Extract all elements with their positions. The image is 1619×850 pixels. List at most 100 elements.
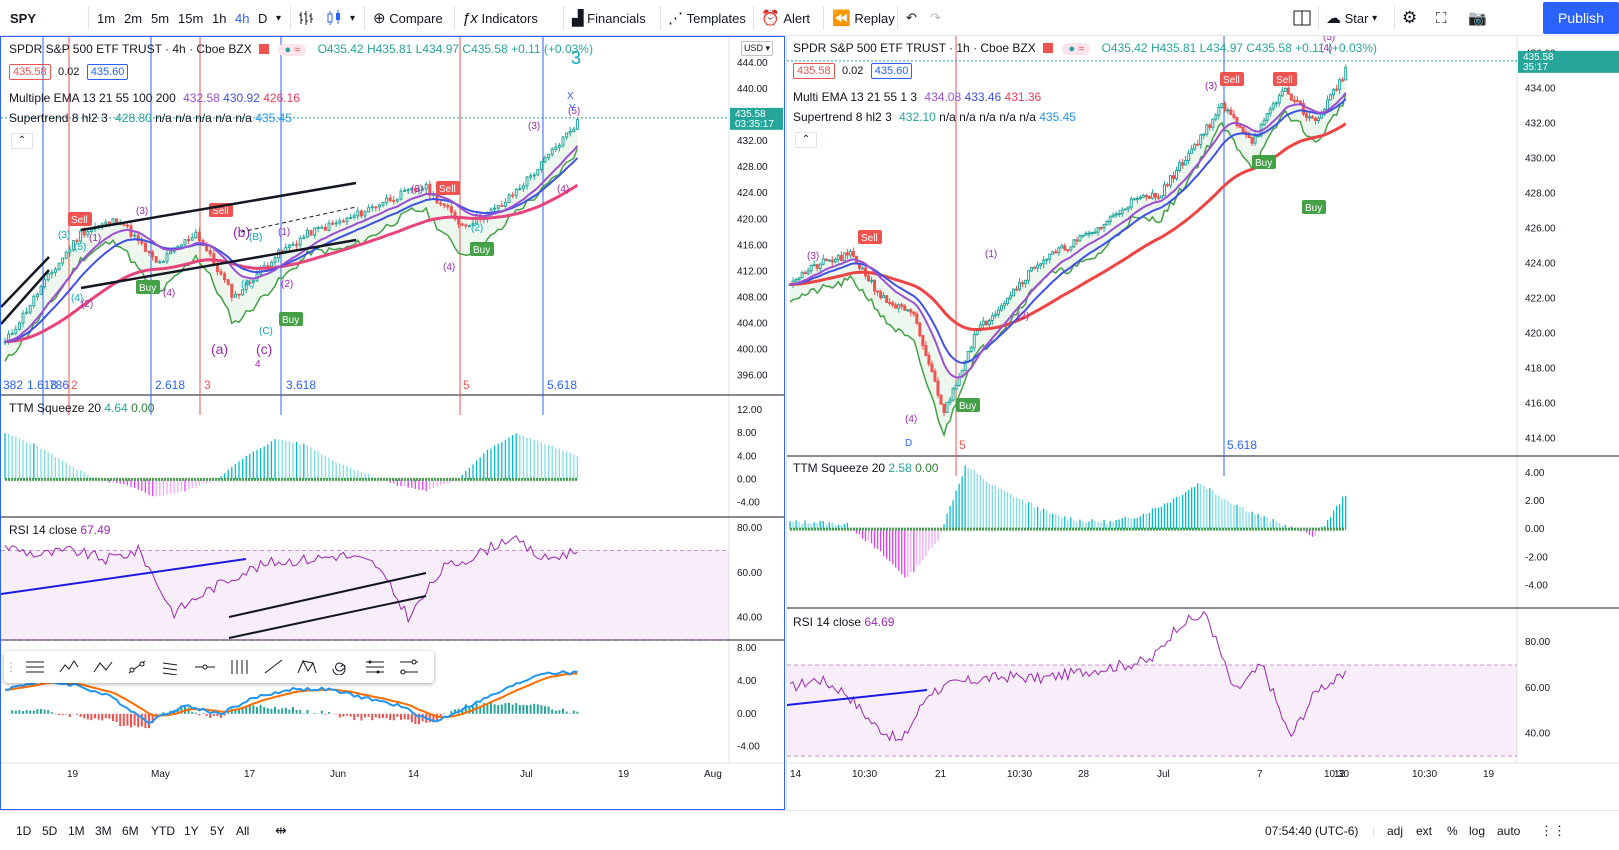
spiral-icon[interactable] [324, 651, 358, 683]
interval-dropdown-icon[interactable]: ▾ [276, 12, 282, 24]
log-toggle[interactable]: log [1469, 823, 1486, 838]
ext-toggle[interactable]: ext [1416, 823, 1433, 838]
date-label: 10:30 [1412, 769, 1437, 780]
indicator-tick: 60.00 [737, 568, 762, 579]
range-ytd[interactable]: YTD [151, 823, 175, 838]
price-tick: 414.00 [1525, 434, 1556, 445]
collapse-legend-icon[interactable]: ⌃ [11, 133, 33, 149]
fib-channel-icon[interactable] [154, 651, 188, 683]
right-chart-canvas[interactable]: 436.00434.00432.00430.00428.00426.00424.… [787, 36, 1619, 810]
range-1d[interactable]: 1D [16, 823, 32, 838]
range-6m[interactable]: 6M [122, 823, 139, 838]
left-ema-legend[interactable]: Multiple EMA 13 21 55 100 200 432.58 430… [9, 91, 300, 105]
layout-icon[interactable] [1293, 0, 1311, 36]
right-supertrend-legend[interactable]: Supertrend 8 hl2 3 432.10 n/a n/a n/a n/… [793, 110, 1076, 124]
scroll-to-latest-icon[interactable]: ⋮⋮ [1540, 822, 1566, 838]
ask-price[interactable]: 435.60 [870, 63, 913, 79]
interval-2m[interactable]: 2m [124, 10, 143, 26]
visibility-toggle[interactable]: ● ≈ [278, 44, 307, 56]
date-range-calendar-icon[interactable]: ⇹ [275, 822, 287, 838]
ask-price[interactable]: 435.60 [86, 64, 129, 80]
candle [82, 230, 86, 236]
xabcd-pattern-icon[interactable] [290, 651, 324, 683]
indicators-button[interactable]: ƒx Indicators [462, 9, 538, 27]
interval-1m[interactable]: 1m [97, 10, 116, 26]
bid-price[interactable]: 435.58 [9, 64, 51, 80]
candle [900, 304, 904, 307]
interval-d[interactable]: D [258, 10, 268, 26]
range-3m[interactable]: 3M [95, 823, 112, 838]
candle [536, 169, 540, 176]
candle [1129, 198, 1133, 208]
gear-icon[interactable]: ⚙ [1402, 8, 1418, 27]
gann-fan-icon[interactable] [392, 651, 426, 683]
auto-toggle[interactable]: auto [1497, 823, 1521, 838]
collapse-legend-icon[interactable]: ⌃ [795, 132, 817, 148]
abc-pattern-icon[interactable] [86, 651, 120, 683]
wave-label: (5) [74, 242, 86, 253]
candle [1310, 116, 1314, 119]
candle [1159, 195, 1163, 199]
templates-button[interactable]: ⋰ Templates [668, 9, 746, 27]
replay-button[interactable]: ⏪ Replay [832, 9, 895, 27]
interval-15m[interactable]: 15m [178, 10, 204, 26]
right-ema-legend[interactable]: Multi EMA 13 21 55 1 3 434.08 433.46 431… [793, 90, 1042, 104]
clock-timezone[interactable]: 07:54:40 (UTC-6) [1265, 823, 1359, 838]
horizontal-line-icon[interactable] [188, 651, 222, 683]
ttm-legend-left[interactable]: TTM Squeeze 20 4.64 0.00 [9, 401, 155, 415]
compare-button[interactable]: ⊕ Compare [373, 9, 443, 27]
left-chart-panel[interactable]: 444.00440.00436.00432.00428.00424.00420.… [0, 36, 785, 810]
camera-icon[interactable]: 📷 [1468, 10, 1487, 27]
rsi-legend-right[interactable]: RSI 14 close 64.69 [793, 615, 895, 629]
visibility-toggle[interactable]: ● ≈ [1062, 43, 1091, 55]
candle [1199, 134, 1203, 146]
wave-label: Y [569, 103, 576, 114]
date-label: 19 [1483, 769, 1495, 780]
rsi-line [789, 610, 1347, 742]
range-1m[interactable]: 1M [68, 823, 85, 838]
fullscreen-icon[interactable]: ⛶ [1436, 9, 1447, 27]
fib-retracement-icon[interactable] [358, 651, 392, 683]
lines-tool-icon[interactable] [18, 651, 52, 683]
flag-icon[interactable] [1043, 43, 1054, 53]
financials-button[interactable]: ▟ Financials [572, 9, 646, 27]
price-tick: 396.00 [737, 370, 768, 381]
trend-line-icon[interactable] [120, 651, 154, 683]
layout-save-button[interactable]: ☁ Star ▾ [1326, 9, 1378, 27]
range-5d[interactable]: 5D [42, 823, 58, 838]
flag-icon[interactable] [259, 44, 270, 54]
left-supertrend-legend[interactable]: Supertrend 8 hl2 3 428.80 n/a n/a n/a n/… [9, 111, 292, 125]
ray-icon[interactable] [256, 651, 290, 683]
chevron-down-icon: ▾ [1372, 12, 1378, 24]
left-chart-canvas[interactable]: 444.00440.00436.00432.00428.00424.00420.… [1, 37, 784, 809]
rsi-legend-left[interactable]: RSI 14 close 67.49 [9, 523, 111, 537]
right-chart-panel[interactable]: 436.00434.00432.00430.00428.00426.00424.… [786, 36, 1619, 810]
interval-1h[interactable]: 1h [212, 10, 227, 26]
indicator-tick: 60.00 [1525, 683, 1550, 694]
publish-button[interactable]: Publish [1543, 2, 1619, 34]
percent-toggle[interactable]: % [1447, 823, 1458, 838]
drag-handle-icon[interactable]: ⋮ [5, 660, 17, 674]
range-1y[interactable]: 1Y [184, 823, 199, 838]
sell-label: Sell [861, 233, 878, 244]
candle [377, 204, 381, 208]
symbol-search[interactable]: SPY [10, 0, 36, 36]
currency-selector[interactable]: USD ▾ [741, 41, 773, 56]
interval-4h[interactable]: 4h [235, 10, 250, 26]
elliott-wave-icon[interactable] [52, 651, 86, 683]
chart-type-dropdown-icon[interactable]: ▾ [350, 12, 356, 24]
adj-toggle[interactable]: adj [1387, 823, 1404, 838]
ttm-legend-right[interactable]: TTM Squeeze 20 2.58 0.00 [793, 461, 939, 475]
bar-style-icon[interactable] [298, 0, 314, 36]
candle [1018, 282, 1022, 290]
range-5y[interactable]: 5Y [210, 823, 225, 838]
candle-style-icon[interactable] [326, 0, 344, 36]
bid-price[interactable]: 435.58 [793, 63, 835, 79]
redo-icon[interactable]: ↷ [930, 10, 941, 25]
undo-icon[interactable]: ↶ [906, 10, 917, 25]
alert-button[interactable]: ⏰ Alert [761, 9, 811, 27]
interval-5m[interactable]: 5m [151, 10, 170, 26]
range-all[interactable]: All [236, 823, 250, 838]
vertical-lines-icon[interactable] [222, 651, 256, 683]
candle [205, 245, 209, 252]
